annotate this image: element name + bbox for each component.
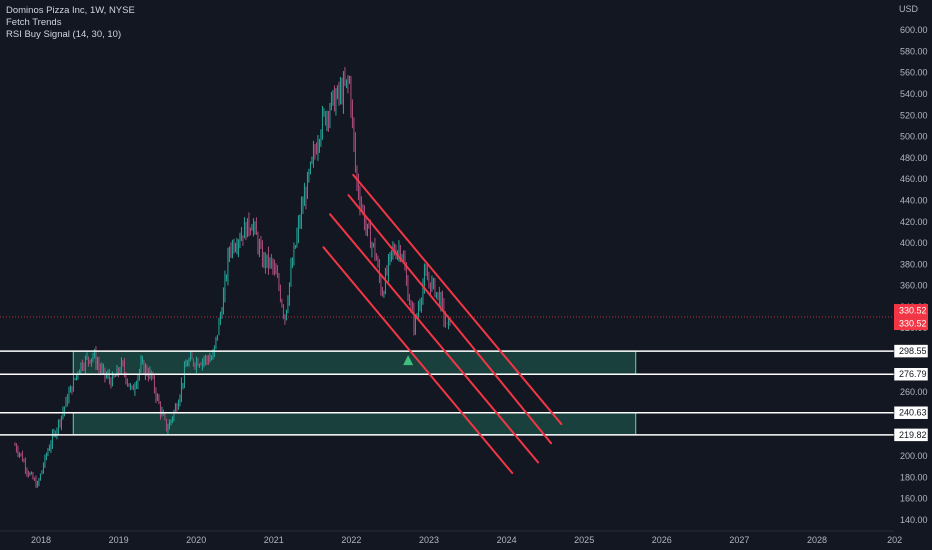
price-tick-label: 500.00 xyxy=(900,132,928,142)
chart-legend: Dominos Pizza Inc, 1W, NYSE Fetch Trends… xyxy=(6,5,135,41)
price-tick-label: 520.00 xyxy=(900,110,928,120)
time-tick-label: 2028 xyxy=(807,535,827,545)
price-tick-label: 180.00 xyxy=(900,472,928,482)
level-price-label: 240.63 xyxy=(899,408,927,418)
time-tick-label: 2023 xyxy=(419,535,439,545)
currency-label: USD xyxy=(899,4,919,14)
time-tick-label: 202 xyxy=(887,535,902,545)
time-tick-label: 2021 xyxy=(264,535,284,545)
level-price-label: 219.82 xyxy=(899,430,927,440)
price-tick-label: 420.00 xyxy=(900,217,928,227)
last-price-label: 330.52 xyxy=(899,319,927,329)
time-tick-label: 2025 xyxy=(574,535,594,545)
price-tick-label: 360.00 xyxy=(900,281,928,291)
price-tick-label: 480.00 xyxy=(900,153,928,163)
legend-indicator-fetch-trends[interactable]: Fetch Trends xyxy=(6,17,62,28)
demand-zone[interactable] xyxy=(72,412,637,436)
price-tick-label: 400.00 xyxy=(900,238,928,248)
zones-layer xyxy=(72,350,637,436)
signals-layer xyxy=(403,355,414,366)
buy-signal-marker[interactable] xyxy=(403,355,414,366)
level-price-tag xyxy=(893,344,929,358)
price-tick-label: 540.00 xyxy=(900,89,928,99)
time-tick-label: 2018 xyxy=(31,535,51,545)
time-axis[interactable]: 2018 2019 2020 2021 2022 2023 2024 2025 2026 2027… xyxy=(31,535,902,545)
price-tick-label: 440.00 xyxy=(900,195,928,205)
price-tags-layer: 298.55 276.79 240.63 219.82 330.52 330.52 xyxy=(893,304,929,442)
price-tick-label: 580.00 xyxy=(900,46,928,56)
legend-indicator-rsi-buy-signal[interactable]: RSI Buy Signal (14, 30, 10) xyxy=(6,29,122,40)
last-price-label: 330.52 xyxy=(899,306,927,316)
channel-line-2[interactable] xyxy=(329,213,540,464)
price-tick-label: 460.00 xyxy=(900,174,928,184)
price-tick-label: 260.00 xyxy=(900,387,928,397)
channel-lines-layer xyxy=(322,173,563,475)
time-tick-label: 2019 xyxy=(109,535,129,545)
level-price-label: 298.55 xyxy=(899,346,927,356)
level-price-label: 276.79 xyxy=(899,369,927,379)
time-tick-label: 2022 xyxy=(341,535,361,545)
channel-line-1[interactable] xyxy=(347,194,553,445)
channel-line-3[interactable] xyxy=(322,246,514,475)
price-tick-label: 560.00 xyxy=(900,68,928,78)
legend-symbol-title[interactable]: Dominos Pizza Inc, 1W, NYSE xyxy=(6,5,135,16)
channel-line-0[interactable] xyxy=(352,173,563,426)
price-tick-label: 140.00 xyxy=(900,515,928,525)
level-price-tag xyxy=(893,405,929,420)
time-tick-label: 2027 xyxy=(729,535,749,545)
time-tick-label: 2024 xyxy=(497,535,517,545)
time-tick-label: 2026 xyxy=(652,535,672,545)
time-tick-label: 2020 xyxy=(186,535,206,545)
level-price-tag xyxy=(893,428,929,442)
supply-zone[interactable] xyxy=(72,350,637,375)
price-tick-label: 200.00 xyxy=(900,451,928,461)
price-tick-label: 600.00 xyxy=(900,25,928,35)
price-tick-label: 380.00 xyxy=(900,259,928,269)
price-tick-label: 160.00 xyxy=(900,494,928,504)
last-price-tag xyxy=(894,304,928,318)
last-price-tag xyxy=(894,317,928,331)
level-price-tag xyxy=(893,367,929,381)
